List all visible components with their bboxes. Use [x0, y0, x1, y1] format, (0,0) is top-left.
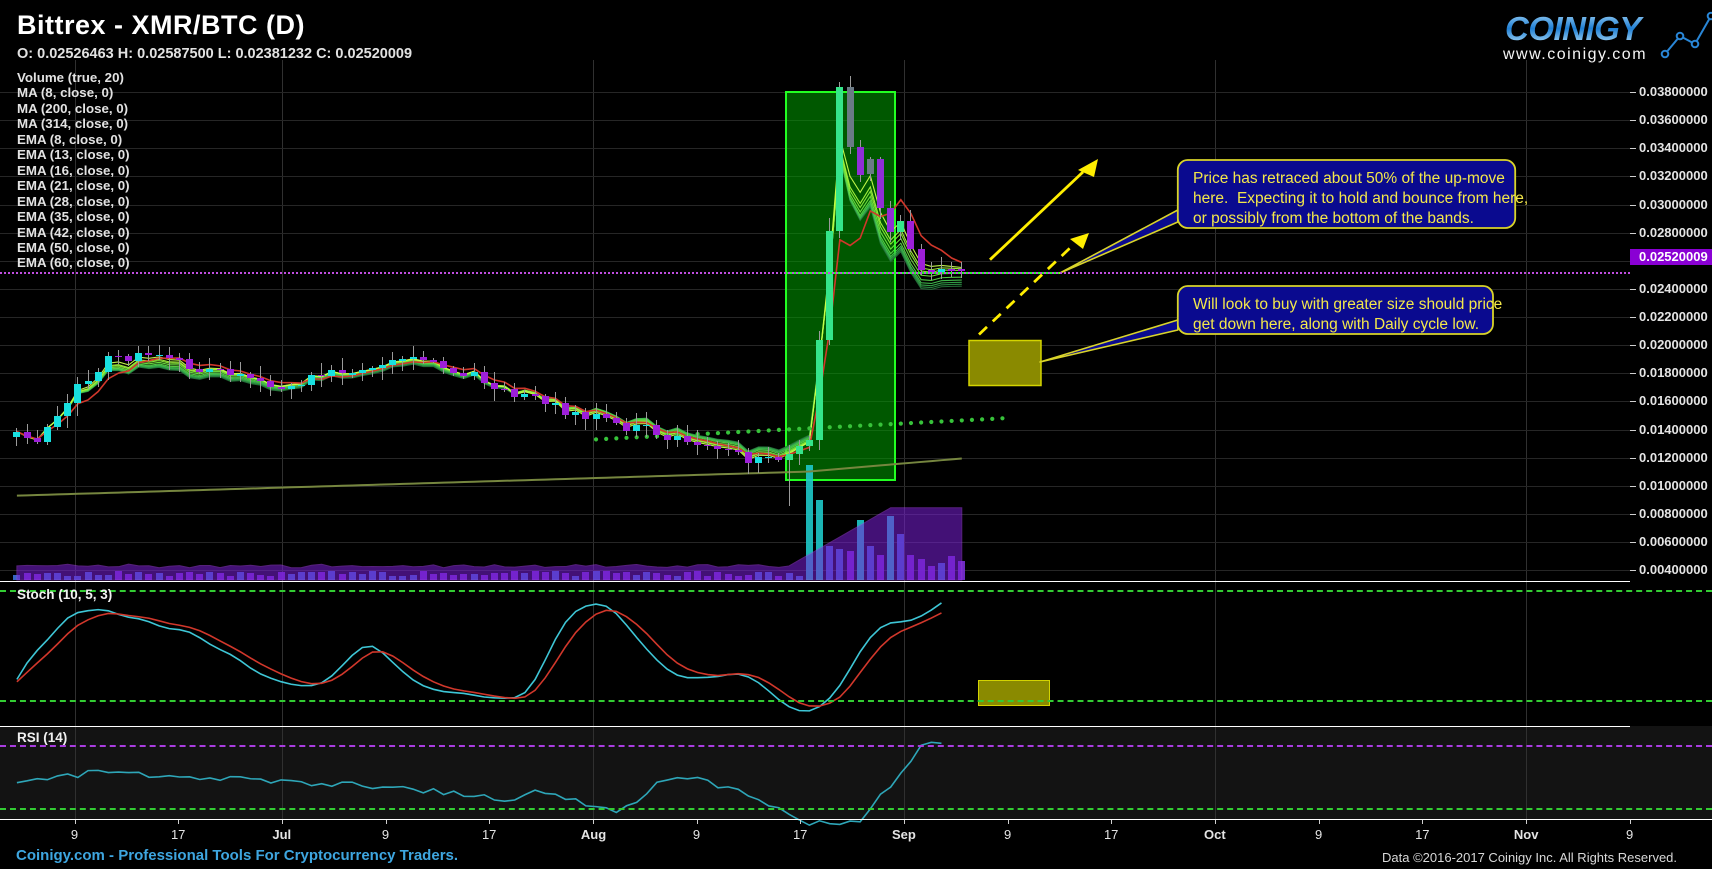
- svg-text:www.coinigy.com: www.coinigy.com: [1502, 46, 1647, 63]
- svg-text:COINIGY: COINIGY: [1505, 10, 1644, 47]
